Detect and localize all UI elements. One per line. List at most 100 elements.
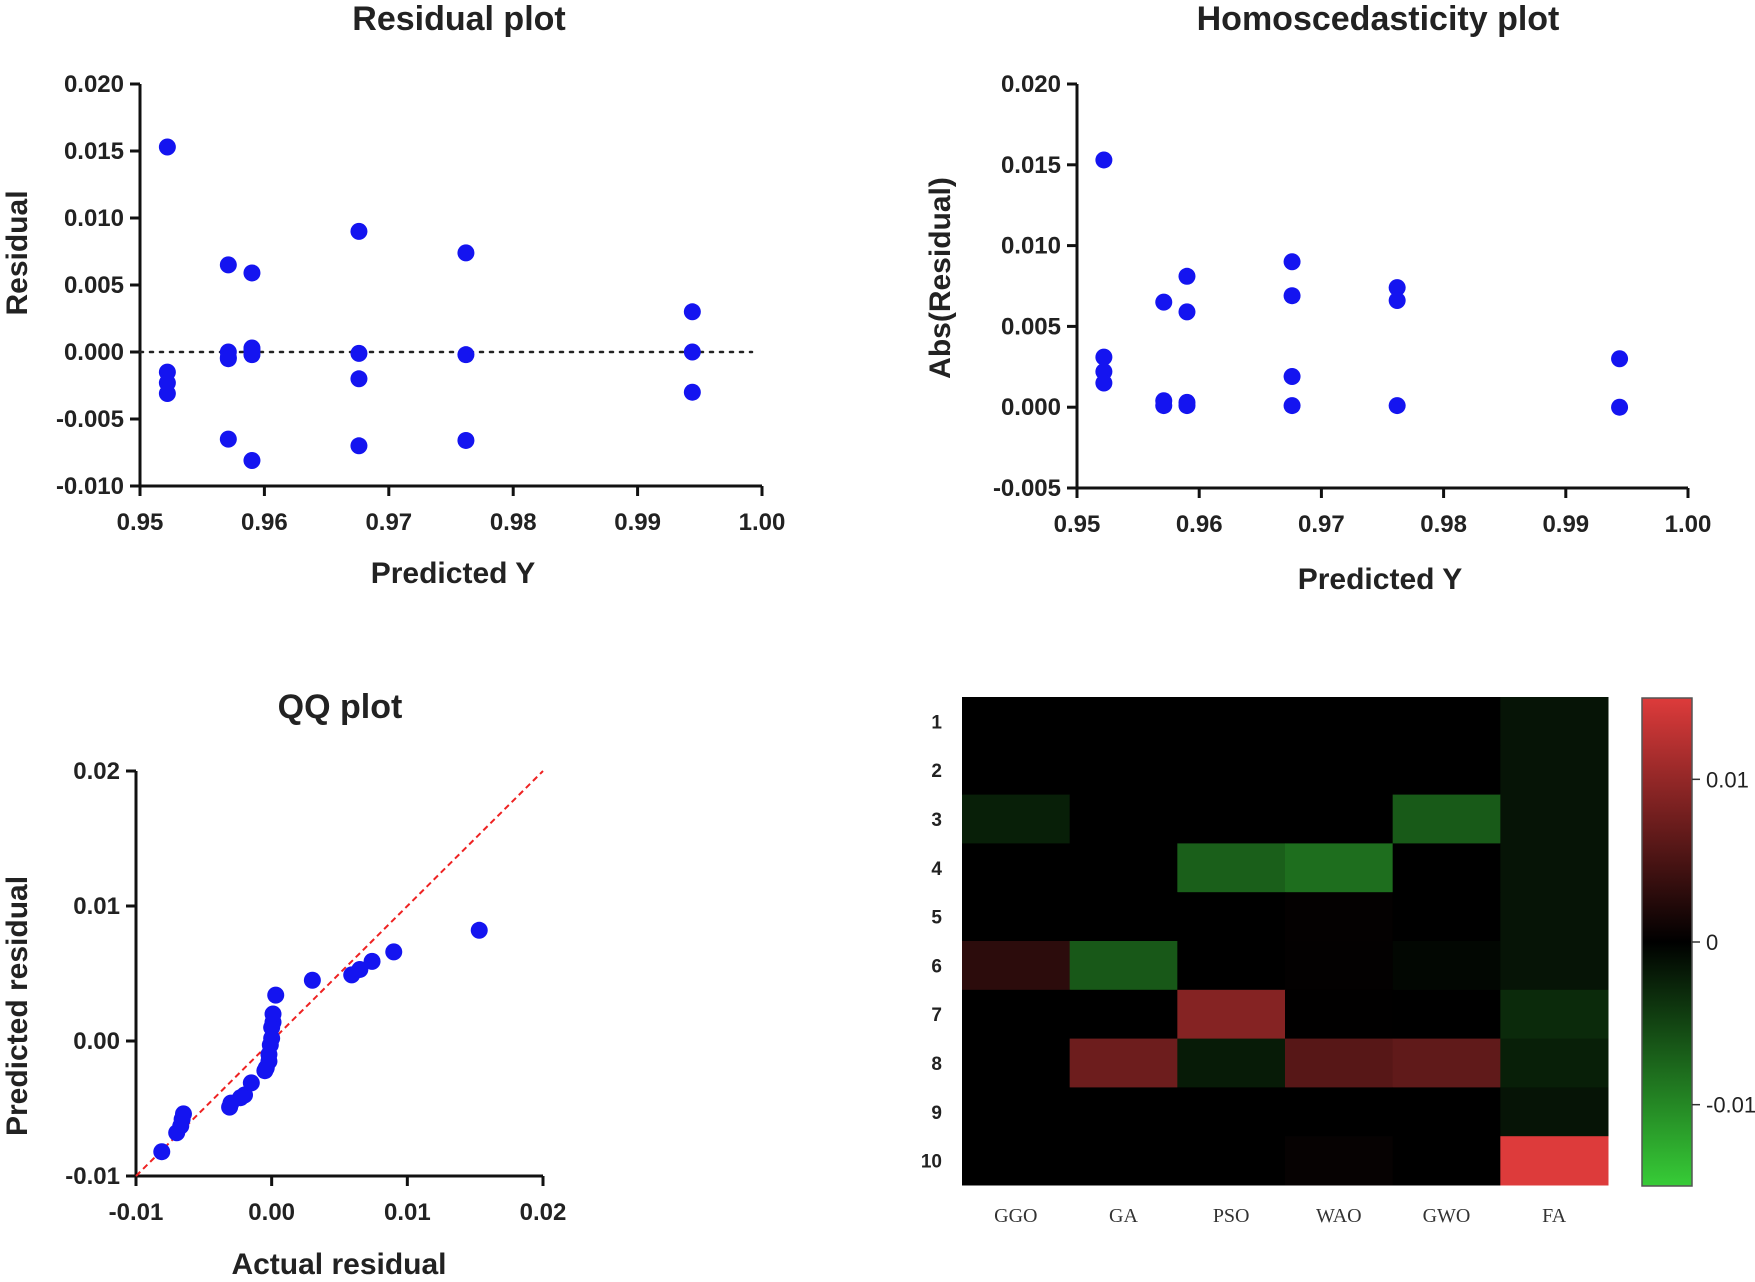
heatmap-column-label: GWO: [1423, 1205, 1471, 1227]
qq-point: [242, 1074, 260, 1092]
qq-point: [363, 952, 381, 970]
homosced-point: [1283, 287, 1301, 305]
residual-point: [350, 370, 368, 388]
homosced-point: [1388, 292, 1406, 310]
residual-point: [158, 385, 176, 403]
heatmap-cell: [1392, 843, 1501, 893]
heatmap-cell: [1392, 1136, 1501, 1186]
heatmap-cell: [962, 1038, 1071, 1088]
heatmap-cell: [1500, 1087, 1609, 1137]
residual-point: [243, 452, 261, 470]
heatmap-column-label: GA: [1109, 1205, 1138, 1227]
residual-x-tick-label: 0.97: [365, 509, 412, 536]
heatmap-cell: [1285, 1038, 1394, 1088]
heatmap-cell: [1500, 941, 1609, 991]
homosced-point: [1388, 397, 1406, 415]
qq-point: [385, 943, 403, 961]
heatmap-cell: [1392, 794, 1501, 844]
residual-point: [683, 303, 701, 321]
qq-y-tick-label: 0.00: [73, 1028, 120, 1055]
residual-y-tick-label: 0.015: [64, 138, 124, 165]
residual-plot-xlabel: Predicted Y: [371, 557, 536, 590]
homosced-x-tick-label: 0.98: [1420, 511, 1467, 538]
homosced-y-tick-label: 0.005: [1001, 313, 1061, 340]
heatmap-cell: [1285, 892, 1394, 942]
colorbar-tick-label: 0: [1706, 930, 1718, 955]
heatmap-cell: [962, 892, 1071, 942]
heatmap-column-label: FA: [1542, 1205, 1567, 1227]
heatmap-cell: [1069, 697, 1178, 747]
heatmap-cell: [962, 697, 1071, 747]
homosced-point: [1283, 397, 1301, 415]
residual-y-tick-label: -0.010: [56, 473, 124, 500]
homosced-y-tick-label: -0.005: [993, 475, 1061, 502]
heatmap-cell: [1177, 1087, 1286, 1137]
residual-x-tick-label: 1.00: [739, 509, 786, 536]
qq-point: [153, 1143, 171, 1161]
residual-point: [350, 344, 368, 362]
heatmap-cell: [1285, 745, 1394, 796]
heatmap-cell: [1285, 794, 1394, 844]
heatmap-cell: [1392, 941, 1501, 991]
homosced-point: [1095, 374, 1113, 392]
heatmap-labels: 1 2 3 4 5 6 7 8 9 10 GGO GA PSO WAO GWO FA: [921, 712, 1567, 1227]
heatmap-cell: [1069, 794, 1178, 844]
qq-y-tick-label: 0.02: [73, 758, 120, 785]
heatmap-cells: [962, 697, 1609, 1186]
qq-identity-line: [135, 770, 544, 1177]
homosced-point: [1388, 279, 1406, 297]
colorbar: [1641, 697, 1693, 1187]
residual-x-tick-label: 0.98: [490, 509, 537, 536]
residual-point: [457, 431, 475, 449]
homosced-x-tick-label: 1.00: [1665, 511, 1712, 538]
homosced-point: [1155, 293, 1173, 311]
residual-plot-title: Residual plot: [352, 0, 565, 38]
homosced-y-tick-label: 0.020: [1001, 71, 1061, 98]
heatmap-row-label: 10: [921, 1152, 942, 1173]
qq-point: [174, 1105, 192, 1123]
heatmap-cell: [1069, 843, 1178, 893]
residual-y-tick-label: 0.005: [64, 272, 124, 299]
residual-x-tick-label: 0.99: [614, 509, 661, 536]
homosced-point: [1155, 397, 1173, 415]
heatmap-cell: [1392, 892, 1501, 942]
heatmap-cell: [1069, 1038, 1178, 1088]
qq-plot-panel: QQ plot Predicted residual Actual residu…: [1, 688, 566, 1281]
heatmap-cell: [1285, 1136, 1394, 1186]
heatmap-cell: [962, 989, 1071, 1040]
heatmap-cell: [962, 941, 1071, 991]
residual-plot-ylabel: Residual: [1, 190, 34, 315]
residual-point: [457, 244, 475, 262]
heatmap-row-label: 5: [931, 908, 942, 929]
homosced-point: [1283, 253, 1301, 271]
heatmap-cell: [1177, 1136, 1286, 1186]
residual-plot-panel: Residual plot Residual Predicted Y 0.95 0…: [1, 0, 785, 590]
residual-point: [243, 346, 261, 364]
heatmap-cell: [1069, 892, 1178, 942]
heatmap-cell: [1177, 1038, 1286, 1088]
homosced-point: [1178, 303, 1196, 321]
heatmap-cell: [1069, 1136, 1178, 1186]
qq-plot-ylabel: Predicted residual: [1, 876, 34, 1136]
homoscedasticity-plot-points: [1095, 151, 1629, 416]
heatmap-row-label: 3: [931, 810, 942, 831]
heatmap-cell: [1285, 697, 1394, 747]
heatmap-cell: [962, 1136, 1071, 1186]
homoscedasticity-plot-ticks: 0.95 0.96 0.97 0.98 0.99 1.00 -0.005 0.000 0.005…: [993, 71, 1711, 538]
heatmap-cell: [1392, 989, 1501, 1040]
homoscedasticity-plot-xlabel: Predicted Y: [1298, 563, 1463, 596]
residual-point: [219, 350, 237, 368]
heatmap-row-label: 8: [931, 1054, 942, 1075]
homosced-point: [1611, 398, 1629, 416]
heatmap-cell: [1177, 794, 1286, 844]
homosced-x-tick-label: 0.99: [1542, 511, 1589, 538]
qq-x-tick-label: -0.01: [109, 1199, 164, 1226]
residual-point: [683, 343, 701, 361]
homosced-y-tick-label: 0.010: [1001, 233, 1061, 260]
heatmap-cell: [1500, 843, 1609, 893]
residual-y-tick-label: 0.000: [64, 339, 124, 366]
heatmap-cell: [1500, 745, 1609, 796]
heatmap-cell: [1177, 989, 1286, 1040]
heatmap-row-label: 9: [931, 1103, 942, 1124]
homosced-x-tick-label: 0.95: [1054, 511, 1101, 538]
